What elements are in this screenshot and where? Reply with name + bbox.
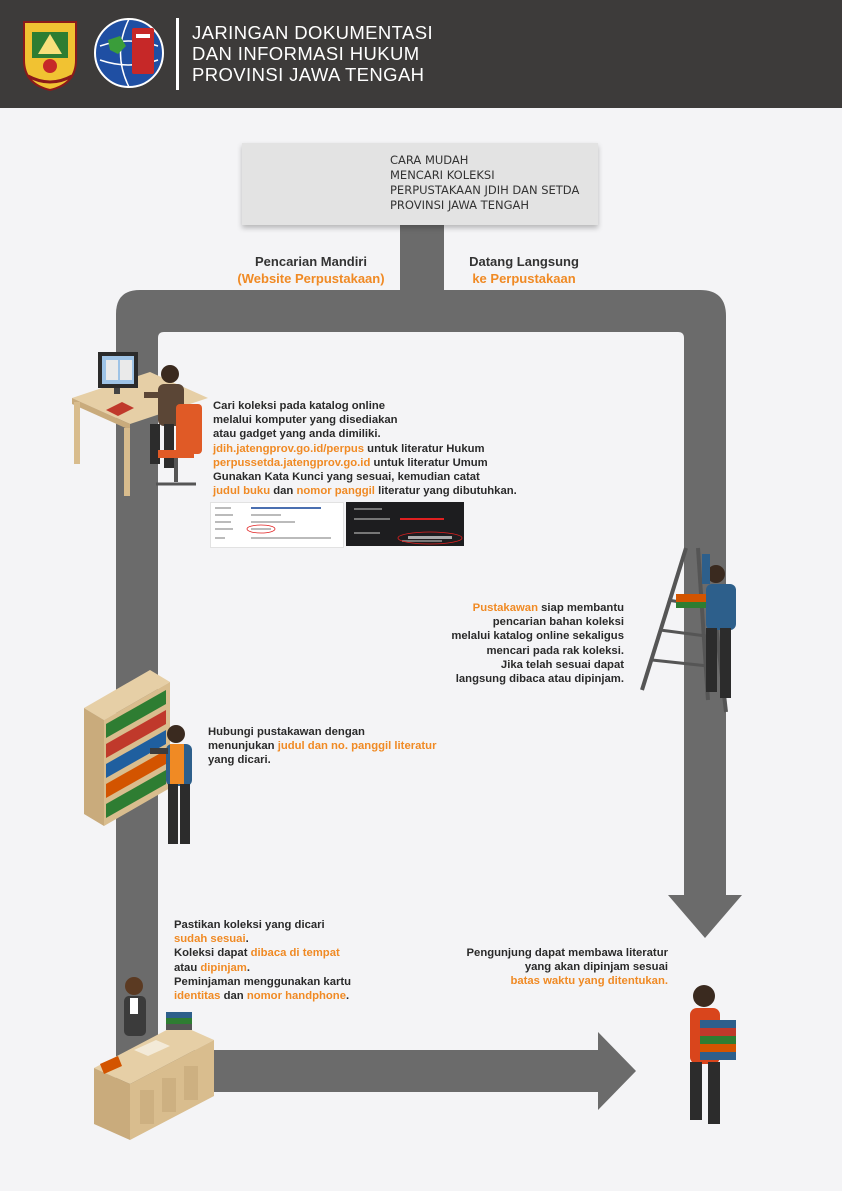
jdih-logo-icon [94,18,164,88]
header-divider [176,18,179,90]
ladder-librarian-illustration [640,547,736,713]
step-borrow-text: Pastikan koleksi yang dicari sudah sesua… [174,919,352,1003]
computer-user-illustration [72,352,208,496]
right-path-label: Datang Langsung ke Perpustakaan [469,254,579,286]
search-result-thumbnail [346,502,464,546]
step-librarian-help-text: Pustakawan siap membantu pencarian bahan… [451,602,624,686]
front-desk-illustration [94,977,214,1140]
visitor-carrying-books-illustration [690,985,736,1124]
step-take-books-text: Pengunjung dapat membawa literatur yang … [466,947,669,988]
setda-catalog-link[interactable]: perpussetda.jatengprov.go.id [213,456,371,469]
header-bar: JARINGAN DOKUMENTASI DAN INFORMASI HUKUM… [0,0,842,108]
stem-connector [400,224,444,292]
step-contact-librarian-text: Hubungi pustakawan dengan menunjukan jud… [208,726,437,767]
catalog-record-thumbnail [210,502,344,548]
catalog-record-graphic [215,507,331,539]
bookshelf-illustration [84,670,192,844]
header-title: JARINGAN DOKUMENTASI DAN INFORMASI HUKUM… [192,22,433,85]
province-emblem-icon [23,21,77,92]
search-result-graphic [354,508,463,545]
step-online-catalog-text: Cari koleksi pada katalog online melalui… [213,400,517,498]
down-arrow-icon [668,895,742,938]
intro-text: CARA MUDAH MENCARI KOLEKSI PERPUSTAKAAN … [390,153,580,212]
left-path-label: Pencarian Mandiri (Website Perpustakaan) [237,254,385,286]
intro-box [242,143,598,225]
jdih-catalog-link[interactable]: jdih.jatengprov.go.id/perpus [213,442,365,455]
right-arrow-icon [598,1032,636,1110]
